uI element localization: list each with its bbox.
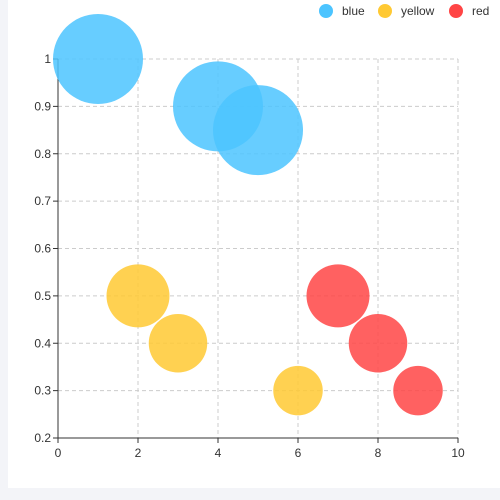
y-tick-label: 0.5 [34,289,51,303]
red-bubble[interactable] [349,314,408,373]
y-tick-label: 0.8 [34,147,51,161]
blue-bubble[interactable] [53,14,143,104]
y-tick-label: 0.3 [34,384,51,398]
x-tick-label: 0 [55,446,62,460]
y-tick-label: 0.2 [34,431,51,445]
blue-bubble[interactable] [213,85,303,175]
x-tick-label: 10 [451,446,465,460]
x-tick-label: 8 [375,446,382,460]
y-tick-label: 0.6 [34,242,51,256]
legend-label-yellow[interactable]: yellow [401,4,435,18]
y-tick-label: 0.9 [34,99,51,113]
yellow-bubble[interactable] [149,314,208,373]
legend-marker-yellow[interactable] [378,4,392,18]
legend-marker-red[interactable] [449,4,463,18]
yellow-bubble[interactable] [107,264,170,327]
legend-label-blue[interactable]: blue [342,4,365,18]
legend-marker-blue[interactable] [319,4,333,18]
y-tick-label: 0.7 [34,194,51,208]
red-bubble[interactable] [307,264,370,327]
x-tick-label: 6 [295,446,302,460]
x-tick-label: 2 [135,446,142,460]
red-bubble[interactable] [393,366,443,416]
legend-label-red[interactable]: red [472,4,489,18]
x-tick-label: 4 [215,446,222,460]
yellow-bubble[interactable] [273,366,323,416]
y-tick-label: 1 [44,52,51,66]
y-tick-label: 0.4 [34,336,51,350]
